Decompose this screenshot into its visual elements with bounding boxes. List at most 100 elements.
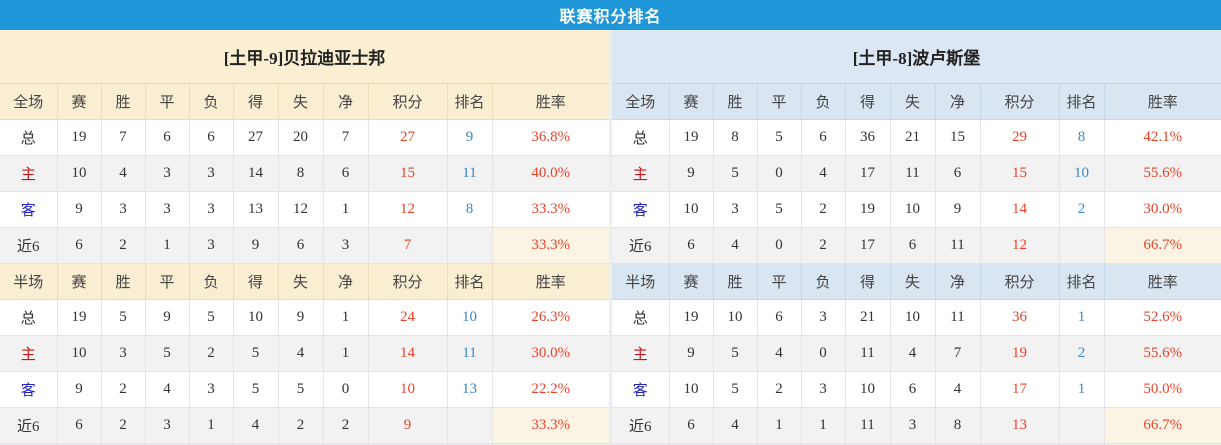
win-rate-cell: 33.3% <box>492 227 609 264</box>
goal-diff-cell: 9 <box>935 191 981 228</box>
rank-cell: 8 <box>447 191 493 228</box>
losses-cell: 1 <box>801 407 846 444</box>
stats-row: 总 19 10 6 3 21 10 11 36 1 52.6% <box>612 299 1221 336</box>
team-table-right: [土甲-8]波卢斯堡 全场赛胜平负得失净积分 排名 胜率总 19 8 5 6 36 21 15 29… <box>612 30 1221 444</box>
rank-cell <box>1059 227 1105 264</box>
points-cell: 15 <box>980 155 1060 192</box>
wins-cell: 10 <box>713 299 758 336</box>
wins-cell: 3 <box>101 191 146 228</box>
section-label: 全场 <box>0 84 58 120</box>
goals-against-cell: 4 <box>890 335 936 372</box>
col-points: 积分 <box>980 84 1060 120</box>
col-goal-diff: 净 <box>935 263 981 300</box>
stats-table: 全场赛胜平负得失净积分 排名 胜率总 19 8 5 6 36 21 15 29 8 42.1% 主 9 5 0 4… <box>612 84 1221 444</box>
col-win-rate: 胜率 <box>492 84 609 120</box>
col-rank: 排名 <box>1059 84 1105 120</box>
stats-table: 全场赛胜平负得失净积分 排名 胜率总 19 7 6 6 27 20 7 27 9 36.8% 主 10 4 3 3… <box>0 84 609 444</box>
points-cell: 12 <box>980 227 1060 264</box>
wins-cell: 5 <box>713 155 758 192</box>
games-cell: 6 <box>57 227 102 264</box>
goals-for-cell: 17 <box>845 227 891 264</box>
rank-cell <box>447 407 493 444</box>
rank-cell: 9 <box>447 119 493 156</box>
row-label: 总 <box>0 299 58 336</box>
stats-table-body: 全场赛胜平负得失净积分 排名 胜率总 19 7 6 6 27 20 7 27 9 36.8% 主 10 4 3 3… <box>0 84 609 444</box>
games-cell: 6 <box>57 407 102 444</box>
goals-for-cell: 13 <box>233 191 279 228</box>
draws-cell: 1 <box>757 407 802 444</box>
goals-for-cell: 5 <box>233 371 279 408</box>
points-cell: 29 <box>980 119 1060 156</box>
wins-cell: 4 <box>713 407 758 444</box>
col-points: 积分 <box>980 263 1060 300</box>
draws-cell: 6 <box>145 119 190 156</box>
stats-row: 主 9 5 4 0 11 4 7 19 2 55.6% <box>612 335 1221 372</box>
draws-cell: 1 <box>145 227 190 264</box>
goals-for-cell: 19 <box>845 191 891 228</box>
games-cell: 9 <box>669 335 714 372</box>
goals-against-cell: 3 <box>890 407 936 444</box>
rank-cell: 1 <box>1059 371 1105 408</box>
goal-diff-cell: 4 <box>935 371 981 408</box>
win-rate-cell: 33.3% <box>492 191 609 228</box>
col-draws: 平 <box>757 263 802 300</box>
losses-cell: 2 <box>801 191 846 228</box>
row-label: 客 <box>612 371 670 408</box>
col-win-rate: 胜率 <box>1104 84 1221 120</box>
win-rate-cell: 30.0% <box>1104 191 1221 228</box>
draws-cell: 5 <box>145 335 190 372</box>
team-title: [土甲-9]贝拉迪亚士邦 <box>0 30 609 84</box>
points-cell: 10 <box>368 371 448 408</box>
win-rate-cell: 26.3% <box>492 299 609 336</box>
col-goals-against: 失 <box>278 84 324 120</box>
games-cell: 19 <box>57 119 102 156</box>
draws-cell: 3 <box>145 407 190 444</box>
draws-cell: 0 <box>757 155 802 192</box>
stats-table-body: 全场赛胜平负得失净积分 排名 胜率总 19 8 5 6 36 21 15 29 8 42.1% 主 9 5 0 4… <box>612 84 1221 444</box>
col-games: 赛 <box>57 84 102 120</box>
losses-cell: 3 <box>189 155 234 192</box>
section-label: 半场 <box>612 263 670 300</box>
row-label: 客 <box>0 191 58 228</box>
row-label: 总 <box>612 299 670 336</box>
col-goals-for: 得 <box>233 263 279 300</box>
win-rate-cell: 40.0% <box>492 155 609 192</box>
losses-cell: 3 <box>189 227 234 264</box>
points-cell: 13 <box>980 407 1060 444</box>
goals-for-cell: 10 <box>845 371 891 408</box>
games-cell: 9 <box>57 191 102 228</box>
games-cell: 9 <box>57 371 102 408</box>
goals-against-cell: 10 <box>890 299 936 336</box>
points-cell: 7 <box>368 227 448 264</box>
row-label: 主 <box>612 155 670 192</box>
losses-cell: 3 <box>189 191 234 228</box>
section-header-row: 半场赛胜平负得失净积分 排名 胜率 <box>612 263 1221 300</box>
col-draws: 平 <box>145 84 190 120</box>
col-draws: 平 <box>145 263 190 300</box>
stats-row: 总 19 7 6 6 27 20 7 27 9 36.8% <box>0 119 609 156</box>
goals-for-cell: 36 <box>845 119 891 156</box>
draws-cell: 6 <box>757 299 802 336</box>
goals-for-cell: 4 <box>233 407 279 444</box>
section-header-row: 全场赛胜平负得失净积分 排名 胜率 <box>0 84 609 120</box>
goals-for-cell: 9 <box>233 227 279 264</box>
points-cell: 15 <box>368 155 448 192</box>
col-wins: 胜 <box>101 263 146 300</box>
rank-cell <box>1059 407 1105 444</box>
col-points: 积分 <box>368 84 448 120</box>
stats-row: 客 9 3 3 3 13 12 1 12 8 33.3% <box>0 191 609 228</box>
rank-cell: 11 <box>447 335 493 372</box>
goals-against-cell: 10 <box>890 191 936 228</box>
stats-row: 主 10 4 3 3 14 8 6 15 11 40.0% <box>0 155 609 192</box>
win-rate-cell: 55.6% <box>1104 155 1221 192</box>
games-cell: 19 <box>669 119 714 156</box>
rank-cell: 13 <box>447 371 493 408</box>
row-label: 客 <box>0 371 58 408</box>
draws-cell: 3 <box>145 155 190 192</box>
goals-against-cell: 5 <box>278 371 324 408</box>
row-label: 近6 <box>612 227 670 264</box>
win-rate-cell: 66.7% <box>1104 227 1221 264</box>
points-cell: 19 <box>980 335 1060 372</box>
col-wins: 胜 <box>101 84 146 120</box>
col-losses: 负 <box>801 263 846 300</box>
